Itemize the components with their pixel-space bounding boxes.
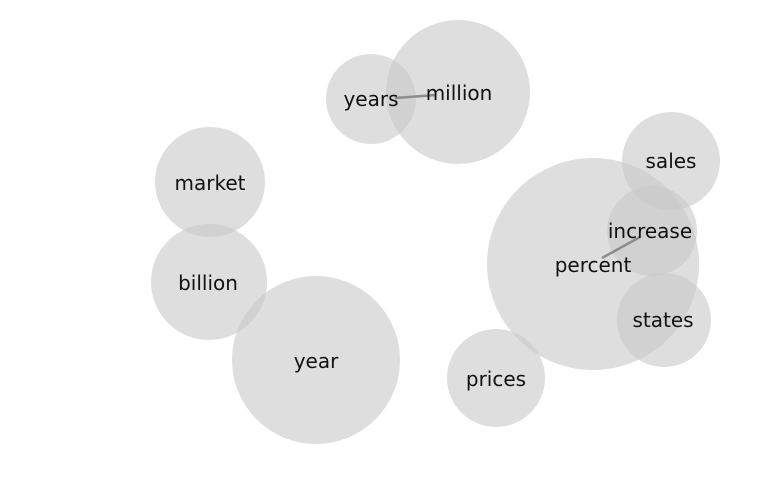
link-years-million — [394, 93, 437, 100]
labels-layer: percent year million billion market sales pric… — [175, 81, 697, 391]
bubble-year — [232, 276, 400, 444]
bubble-label-year: year — [294, 349, 339, 373]
bubble-prices — [447, 329, 545, 427]
bubble-billion — [151, 224, 267, 340]
bubble-label-years: years — [343, 87, 398, 111]
bubble-million — [386, 20, 530, 164]
bubble-label-billion: billion — [178, 271, 238, 295]
bubbles-layer — [151, 20, 720, 444]
bubble-label-increase: increase — [608, 219, 692, 243]
bubble-increase — [607, 186, 697, 276]
bubble-label-market: market — [175, 171, 246, 195]
bubble-market — [155, 127, 265, 237]
links-layer — [394, 93, 641, 260]
bubble-label-prices: prices — [466, 367, 526, 391]
bubble-sales — [622, 112, 720, 210]
bubble-states — [617, 273, 711, 367]
bubble-label-states: states — [632, 308, 693, 332]
bubble-label-sales: sales — [646, 149, 697, 173]
link-percent-increase — [601, 235, 641, 260]
bubble-label-percent: percent — [555, 253, 632, 277]
bubble-label-million: million — [426, 81, 493, 105]
bubble-years — [326, 54, 416, 144]
